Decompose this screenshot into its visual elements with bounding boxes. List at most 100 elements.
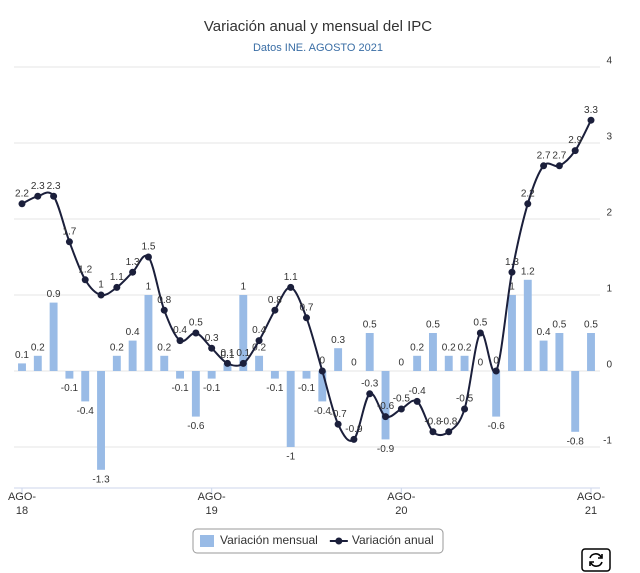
bar [160,355,169,371]
y-tick-label: 4 [606,56,612,67]
reset-icon[interactable] [589,553,603,567]
x-tick-label: AGO-21 [577,491,605,517]
bar-label: -0.1 [298,383,316,394]
bar [81,371,90,402]
bar-label: 0.2 [458,342,472,353]
bar [97,371,105,470]
line-label: 2.2 [521,188,535,199]
bar [508,295,516,371]
y-tick-label: 0 [606,360,612,371]
bar-label: 1 [240,282,246,293]
line-label: 1.7 [62,226,76,237]
line-label: 1.1 [110,272,124,283]
bar-label: 0.4 [537,327,551,338]
line-point [50,192,58,200]
bar [33,355,42,371]
line-point [350,435,358,443]
line-label: 1.2 [78,264,92,275]
legend-box [192,528,444,554]
chart-title: Variación anual y mensual del IPC [204,18,432,35]
line-label: 0.5 [473,318,487,329]
bar [523,279,532,371]
line-point [492,367,500,375]
line-label: 2.9 [568,135,582,146]
bar [223,363,232,371]
line-label: -0.8 [440,416,458,427]
y-tick-label: 3 [606,132,612,143]
legend-label: Variación anual [352,533,434,547]
bar [112,355,121,371]
bar-label: -0.1 [203,383,221,394]
line-label: 0.3 [205,333,219,344]
line-label: 0.5 [189,318,203,329]
legend-swatch [200,535,214,547]
line-label: 0.8 [268,295,282,306]
line-point [144,253,152,261]
line-point [65,238,73,246]
line-point [397,405,405,413]
bar-label: -0.8 [567,436,585,447]
line-point [429,428,437,436]
bar [65,371,74,379]
y-tick-label: 2 [606,208,612,219]
line-point [113,283,121,291]
line-label: 2.7 [537,150,551,161]
bar-label: 0.2 [252,342,266,353]
line-label: -0.8 [424,416,442,427]
line-point [239,359,247,367]
bar [255,355,264,371]
bar-label: 0.9 [47,289,61,300]
bar [571,371,580,432]
bar-label: 0.1 [15,350,29,361]
line-point [192,329,200,337]
bar-label: 0.2 [410,342,424,353]
bar [381,371,390,440]
line-point [413,397,421,405]
bar [144,295,153,371]
line-point [34,192,42,200]
bar [191,371,200,417]
button-frame[interactable] [581,548,611,572]
x-tick-label: AGO-19 [198,491,226,517]
line-label: 3.3 [584,105,598,116]
y-tick-label: -1 [603,436,612,447]
line-label: -0.9 [345,424,363,435]
bar [207,371,216,379]
line-label: 0.4 [252,325,266,336]
y-tick-label: 1 [606,284,612,295]
line-label: -0.7 [329,409,347,420]
bar [460,355,469,371]
bar [587,333,595,371]
line-point [366,390,374,398]
bar-label: -0.4 [77,406,95,417]
bar-label: 0.5 [363,320,377,331]
line-point [445,428,453,436]
line-label: 2.3 [31,181,45,192]
line-label: 0 [320,356,326,367]
line-label: 1.5 [141,242,155,253]
bar-label: -0.9 [377,444,395,455]
bar [555,333,564,371]
bar-label: -0.1 [171,383,189,394]
bar [128,340,137,371]
bar [334,348,343,371]
line-label: 1.1 [284,272,298,283]
line-point [461,405,469,413]
bar-label: 0.4 [126,327,140,338]
line-point [271,306,279,314]
line-label: 2.3 [47,181,61,192]
line-point [255,337,263,345]
line-label: -0.6 [377,401,395,412]
bar [18,363,26,371]
x-tick-label: AGO-18 [8,491,36,517]
line-label: -0.5 [456,394,474,405]
reset-button[interactable] [581,548,611,572]
line-point [318,367,326,375]
bar [539,340,548,371]
bar-label: 1 [146,282,152,293]
bar-label: 0.1 [221,350,235,361]
line-point [476,329,484,337]
bar-label: 0.5 [426,320,440,331]
line-label: 0.1 [221,348,235,359]
